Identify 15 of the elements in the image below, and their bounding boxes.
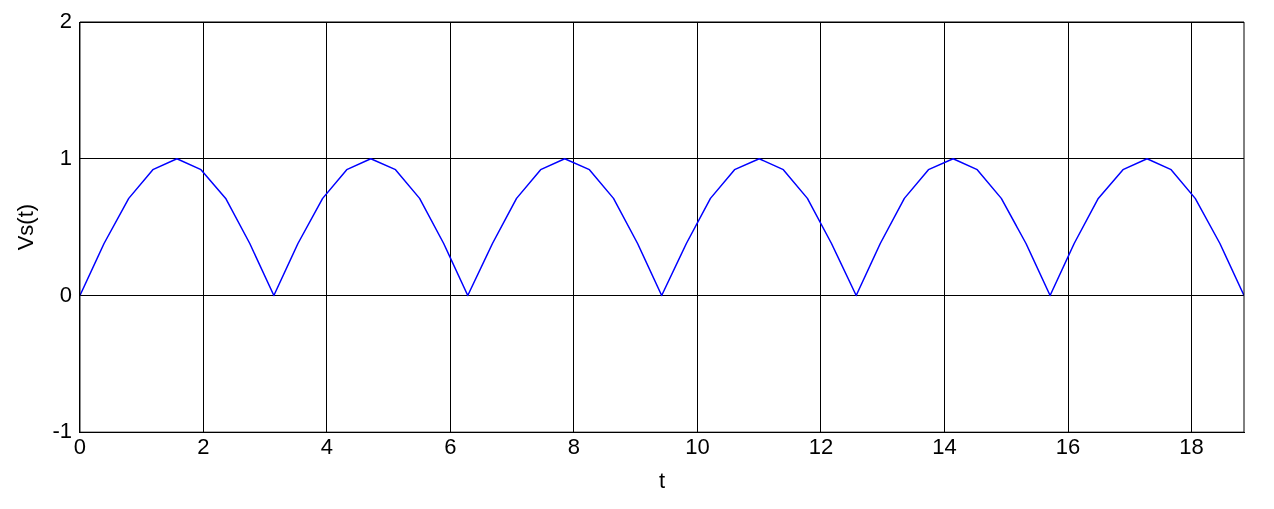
- y-axis-title: Vs(t): [13, 203, 39, 251]
- y-tick-label: -1: [52, 418, 72, 444]
- x-tick-label: 12: [808, 434, 834, 460]
- x-tick-label: 8: [567, 434, 581, 460]
- x-tick-label: 18: [1179, 434, 1204, 460]
- x-tick-label: 4: [320, 434, 334, 460]
- x-tick-label: 2: [197, 434, 210, 460]
- y-tick-label: 1: [59, 144, 72, 170]
- y-tick-label: 2: [59, 8, 72, 34]
- x-axis-title: t: [658, 467, 666, 493]
- x-tick-label: 10: [685, 434, 710, 460]
- x-tick-label: 6: [444, 434, 457, 460]
- y-tick-label: 0: [59, 281, 72, 307]
- x-tick-label: 16: [1055, 434, 1081, 460]
- x-tick-label: 14: [932, 434, 957, 460]
